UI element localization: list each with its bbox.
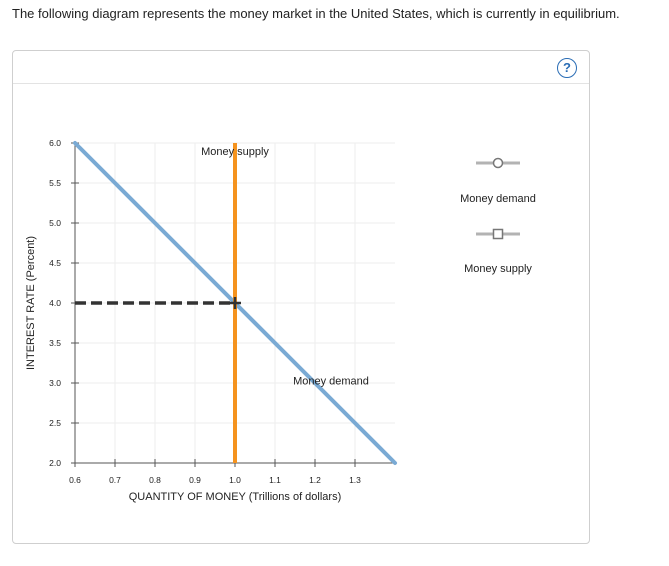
y-tick-label: 3.0 <box>49 378 61 388</box>
y-tick-label: 6.0 <box>49 138 61 148</box>
curve-annotation: Money demand <box>293 376 369 388</box>
curve-annotation: Money supply <box>201 146 269 158</box>
x-tick-label: 1.0 <box>229 475 241 485</box>
chart-text: QUANTITY OF MONEY (Trillions of dollars)… <box>25 146 369 503</box>
x-tick-label: 0.7 <box>109 475 121 485</box>
legend-label-money-supply: Money supply <box>464 263 532 275</box>
y-tick-label: 5.5 <box>49 178 61 188</box>
y-tick-label: 2.5 <box>49 418 61 428</box>
square-marker-icon <box>492 228 504 240</box>
y-tick-label: 2.0 <box>49 458 61 468</box>
legend[interactable] <box>476 157 520 240</box>
panel-divider <box>13 83 589 84</box>
graph-panel <box>12 50 590 544</box>
equilibrium-marker <box>75 297 241 309</box>
y-tick-label: 4.5 <box>49 258 61 268</box>
x-tick-label: 1.1 <box>269 475 281 485</box>
y-tick-label: 3.5 <box>49 338 61 348</box>
axes: 0.6 0.7 0.8 0.9 1.0 1.1 1.2 1.3 2.0 2.5 3.0 3.5 4.0 4… <box>49 138 395 485</box>
y-axis-title: INTEREST RATE (Percent) <box>25 236 37 370</box>
circle-marker-icon <box>492 157 504 169</box>
x-tick-label: 1.3 <box>349 475 361 485</box>
x-tick-label: 0.9 <box>189 475 201 485</box>
y-tick-label: 4.0 <box>49 298 61 308</box>
question-mark-icon[interactable]: ? <box>557 58 577 78</box>
y-tick-label: 5.0 <box>49 218 61 228</box>
legend-label-money-demand: Money demand <box>460 193 536 205</box>
x-tick-label: 0.8 <box>149 475 161 485</box>
x-axis-title: QUANTITY OF MONEY (Trillions of dollars) <box>129 491 342 503</box>
x-tick-label: 1.2 <box>309 475 321 485</box>
question-prompt: The following diagram represents the mon… <box>12 6 620 21</box>
x-tick-label: 0.6 <box>69 475 81 485</box>
